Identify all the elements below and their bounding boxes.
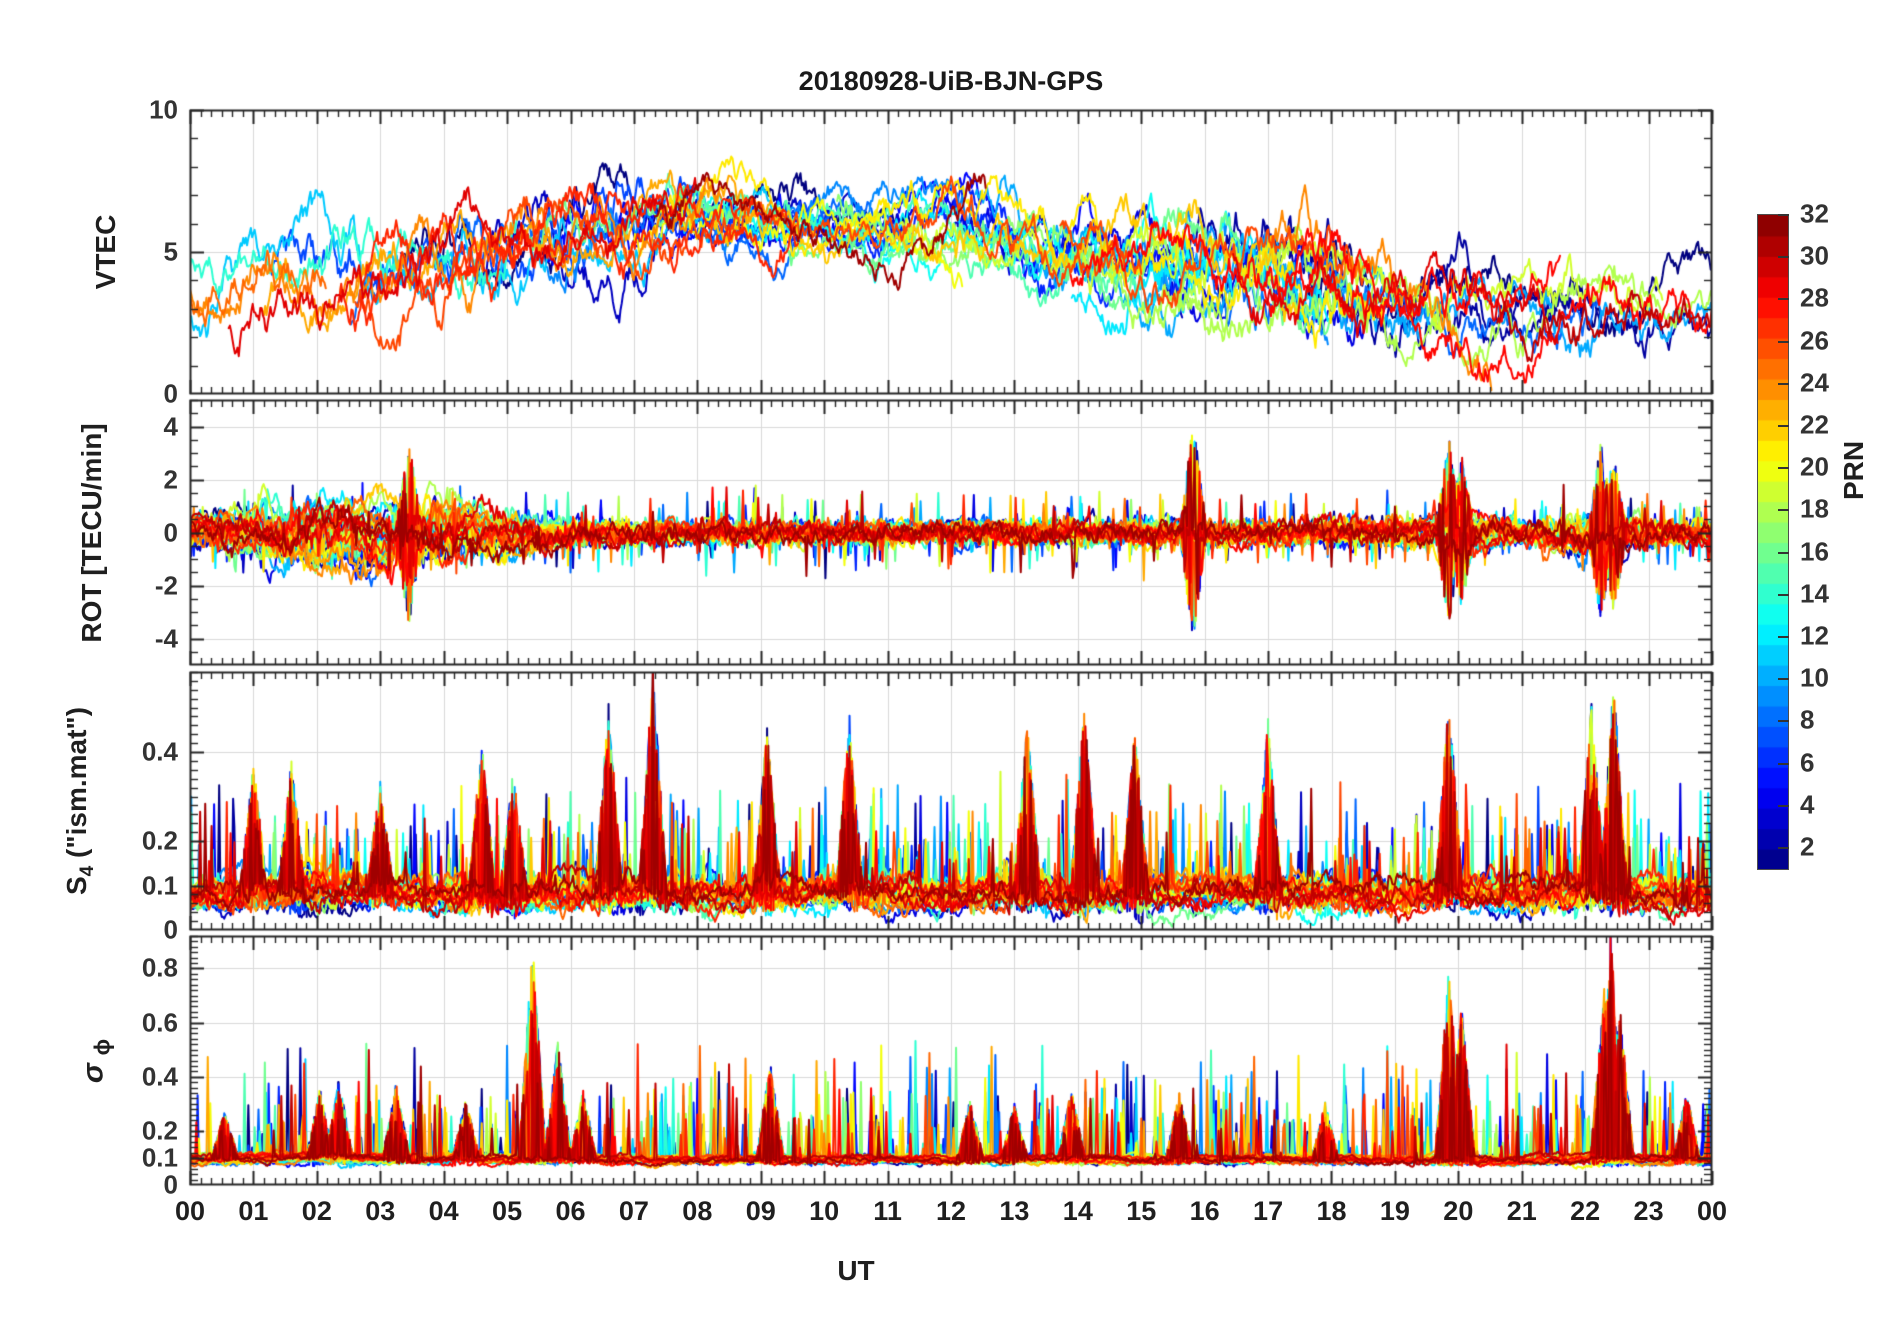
colorbar-tick-label: 22 <box>1800 409 1829 440</box>
prn-colorbar <box>1757 214 1789 870</box>
colorbar-tick-mark <box>1778 214 1789 216</box>
colorbar-tick-label: 8 <box>1800 704 1815 735</box>
y-tick-label: 0.1 <box>141 1142 178 1173</box>
colorbar-tick-label: 30 <box>1800 240 1829 271</box>
colorbar-tick-mark <box>1778 846 1789 849</box>
y-tick-label: 0.8 <box>141 952 178 983</box>
colorbar-tick-label: 28 <box>1800 282 1829 313</box>
x-tick-label: 07 <box>618 1196 649 1226</box>
figure-title: 20180928-UiB-BJN-GPS <box>798 66 1104 96</box>
x-tick-label: 00 <box>174 1196 206 1226</box>
colorbar-tick-label: 14 <box>1800 578 1829 609</box>
y-tick-label: 0.4 <box>141 736 178 767</box>
colorbar-tick-mark <box>1778 424 1789 427</box>
colorbar-gradient <box>1757 214 1789 870</box>
x-tick-label: 17 <box>1253 1196 1284 1226</box>
x-tick-label: 10 <box>809 1196 840 1226</box>
colorbar-tick-mark <box>1778 382 1789 385</box>
x-tick-label: 11 <box>873 1196 902 1226</box>
colorbar-tick-label: 16 <box>1800 536 1829 567</box>
colorbar-tick-label: 18 <box>1800 493 1829 524</box>
x-tick-label: 06 <box>555 1196 586 1226</box>
colorbar-tick-mark <box>1778 340 1789 343</box>
colorbar-tick-mark <box>1778 256 1789 259</box>
x-tick-label: 05 <box>492 1196 523 1226</box>
colorbar-tick-mark <box>1778 804 1789 807</box>
x-tick-label: 02 <box>301 1196 332 1226</box>
x-tick-label: 18 <box>1316 1196 1347 1226</box>
x-axis-label: UT <box>837 1255 875 1286</box>
y-tick-label: -2 <box>154 570 178 600</box>
x-tick-label: 21 <box>1506 1196 1537 1226</box>
colorbar-tick-mark <box>1778 509 1789 512</box>
colorbar-title: PRN <box>1838 440 1869 500</box>
y-tick-label: 0.4 <box>141 1061 178 1092</box>
colorbar-tick-label: 2 <box>1800 831 1815 862</box>
colorbar-tick-mark <box>1778 551 1789 554</box>
colorbar-tick-label: 12 <box>1800 620 1829 651</box>
colorbar-tick-mark <box>1778 678 1789 681</box>
colorbar-tick-label: 6 <box>1800 747 1815 778</box>
x-tick-label: 01 <box>238 1196 269 1226</box>
x-tick-label: 19 <box>1379 1196 1410 1226</box>
x-tick-label: 23 <box>1633 1196 1664 1226</box>
y-tick-label: 2 <box>163 464 178 494</box>
colorbar-tick-mark <box>1778 298 1789 301</box>
y-tick-label: 0 <box>163 517 178 547</box>
x-tick-label: 15 <box>1126 1196 1157 1226</box>
x-tick-label: 14 <box>1062 1196 1093 1226</box>
y-tick-label: 10 <box>149 94 178 125</box>
x-tick-label: 00 <box>1696 1196 1728 1226</box>
x-tick-label: 03 <box>365 1196 396 1226</box>
y-tick-label: -4 <box>154 623 178 653</box>
colorbar-tick-mark <box>1778 762 1789 765</box>
colorbar-tick-label: 24 <box>1800 367 1829 398</box>
colorbar-tick-mark <box>1778 635 1789 638</box>
x-tick-label: 20 <box>1443 1196 1474 1226</box>
colorbar-tick-label: 20 <box>1800 451 1829 482</box>
y-tick-label: 0.2 <box>141 1115 178 1146</box>
x-tick-label: 08 <box>682 1196 713 1226</box>
colorbar-tick-mark <box>1778 593 1789 596</box>
y-tick-label: 0.6 <box>141 1007 178 1038</box>
x-tick-label: 09 <box>745 1196 776 1226</box>
y-tick-label: 0 <box>163 1169 178 1200</box>
x-tick-label: 22 <box>1570 1196 1601 1226</box>
x-tick-label: 16 <box>1189 1196 1220 1226</box>
y-tick-label: 0.2 <box>141 825 178 856</box>
x-tick-label: 13 <box>999 1196 1030 1226</box>
x-tick-label: 12 <box>935 1196 967 1226</box>
colorbar-tick-mark <box>1778 720 1789 723</box>
y-tick-label: 0 <box>163 914 178 945</box>
y-tick-label: 0 <box>163 378 178 409</box>
y-tick-label: 4 <box>163 411 178 441</box>
y-tick-label: 5 <box>163 236 178 267</box>
colorbar-tick-label: 26 <box>1800 325 1829 356</box>
y-tick-label: 0.1 <box>141 870 178 901</box>
x-tick-label: 04 <box>428 1196 459 1226</box>
colorbar-tick-label: 32 <box>1800 198 1829 229</box>
colorbar-tick-label: 4 <box>1800 789 1815 820</box>
colorbar-tick-mark <box>1778 467 1789 470</box>
colorbar-tick-label: 10 <box>1800 662 1829 693</box>
